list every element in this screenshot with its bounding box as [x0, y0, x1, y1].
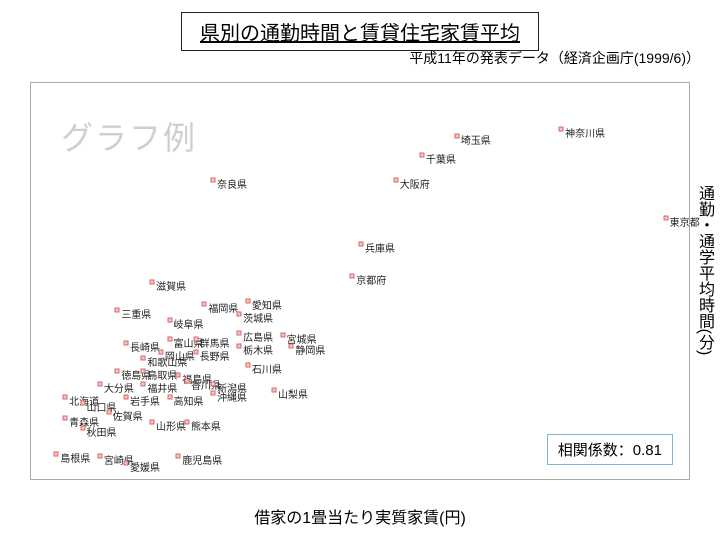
data-point [80, 400, 85, 405]
data-point-label: 山形県 [156, 418, 186, 433]
data-point [559, 127, 564, 132]
data-point [63, 394, 68, 399]
data-point-label: 岩手県 [130, 393, 160, 408]
data-point [176, 372, 181, 377]
data-point-label: 長崎県 [130, 339, 160, 354]
data-point-label: 神奈川県 [565, 125, 605, 140]
data-point-label: 滋賀県 [156, 278, 186, 293]
x-axis-label: 借家の1畳当たり実質家賃(円) [254, 504, 466, 528]
data-point [193, 350, 198, 355]
data-point-label: 長野県 [200, 348, 230, 363]
data-point [150, 420, 155, 425]
data-point [211, 178, 216, 183]
data-point-label: 奈良県 [217, 176, 247, 191]
data-point [202, 301, 207, 306]
data-point [237, 343, 242, 348]
data-point-label: 秋田県 [87, 424, 117, 439]
data-point [176, 454, 181, 459]
data-point [454, 133, 459, 138]
data-point [167, 318, 172, 323]
data-point [419, 152, 424, 157]
watermark-text: グラフ例 [61, 113, 197, 159]
data-point [167, 337, 172, 342]
chart-title: 県別の通勤時間と賃貸住宅家賃平均 [181, 12, 539, 51]
data-point [97, 381, 102, 386]
data-point [237, 330, 242, 335]
data-point-label: 高知県 [174, 393, 204, 408]
data-point [211, 381, 216, 386]
data-point-label: 千葉県 [426, 151, 456, 166]
data-point-label: 埼玉県 [461, 132, 491, 147]
data-point-label: 栃木県 [243, 342, 273, 357]
data-point-label: 鹿児島県 [182, 452, 222, 467]
data-point-label: 沖縄県 [217, 389, 247, 404]
data-point [150, 280, 155, 285]
data-point [141, 381, 146, 386]
data-point-label: 福岡県 [208, 300, 238, 315]
data-point-label: 静岡県 [295, 342, 325, 357]
data-point-label: 京都府 [356, 272, 386, 287]
data-point [97, 454, 102, 459]
data-point-label: 熊本県 [191, 418, 221, 433]
data-point [271, 388, 276, 393]
data-point [184, 420, 189, 425]
data-point-label: 岐阜県 [174, 316, 204, 331]
data-point [106, 409, 111, 414]
correlation-box: 相関係数：0.81 [547, 434, 673, 465]
data-point [115, 369, 120, 374]
data-point-label: 山梨県 [278, 386, 308, 401]
data-point [350, 273, 355, 278]
data-point [237, 311, 242, 316]
data-point-label: 愛媛県 [130, 459, 160, 474]
data-point [663, 216, 668, 221]
data-point [80, 426, 85, 431]
data-point-label: 石川県 [252, 361, 282, 376]
data-point [280, 333, 285, 338]
data-point [393, 178, 398, 183]
data-point [184, 379, 189, 384]
data-point [245, 299, 250, 304]
data-point-label: 兵庫県 [365, 240, 395, 255]
chart-subtitle: 平成11年の発表データ（経済企画庁(1999/6)） [409, 48, 700, 68]
data-point [124, 394, 129, 399]
y-axis-label: 通勤・通学平均時間(分) [692, 185, 716, 356]
data-point-label: 茨城県 [243, 310, 273, 325]
data-point-label: 三重県 [121, 306, 151, 321]
data-point-label: 島根県 [60, 450, 90, 465]
data-point [289, 343, 294, 348]
data-point-label: 大阪府 [400, 176, 430, 191]
data-point [193, 337, 198, 342]
data-point [124, 341, 129, 346]
scatter-plot: グラフ例 相関係数：0.81 神奈川県埼玉県千葉県大阪府奈良県東京都兵庫県京都府… [30, 82, 690, 480]
data-point [167, 394, 172, 399]
data-point-label: 佐賀県 [113, 408, 143, 423]
data-point [63, 416, 68, 421]
data-point [141, 369, 146, 374]
data-point [54, 451, 59, 456]
data-point [245, 362, 250, 367]
data-point [359, 241, 364, 246]
data-point [141, 356, 146, 361]
data-point [211, 390, 216, 395]
data-point [115, 308, 120, 313]
data-point [124, 460, 129, 465]
